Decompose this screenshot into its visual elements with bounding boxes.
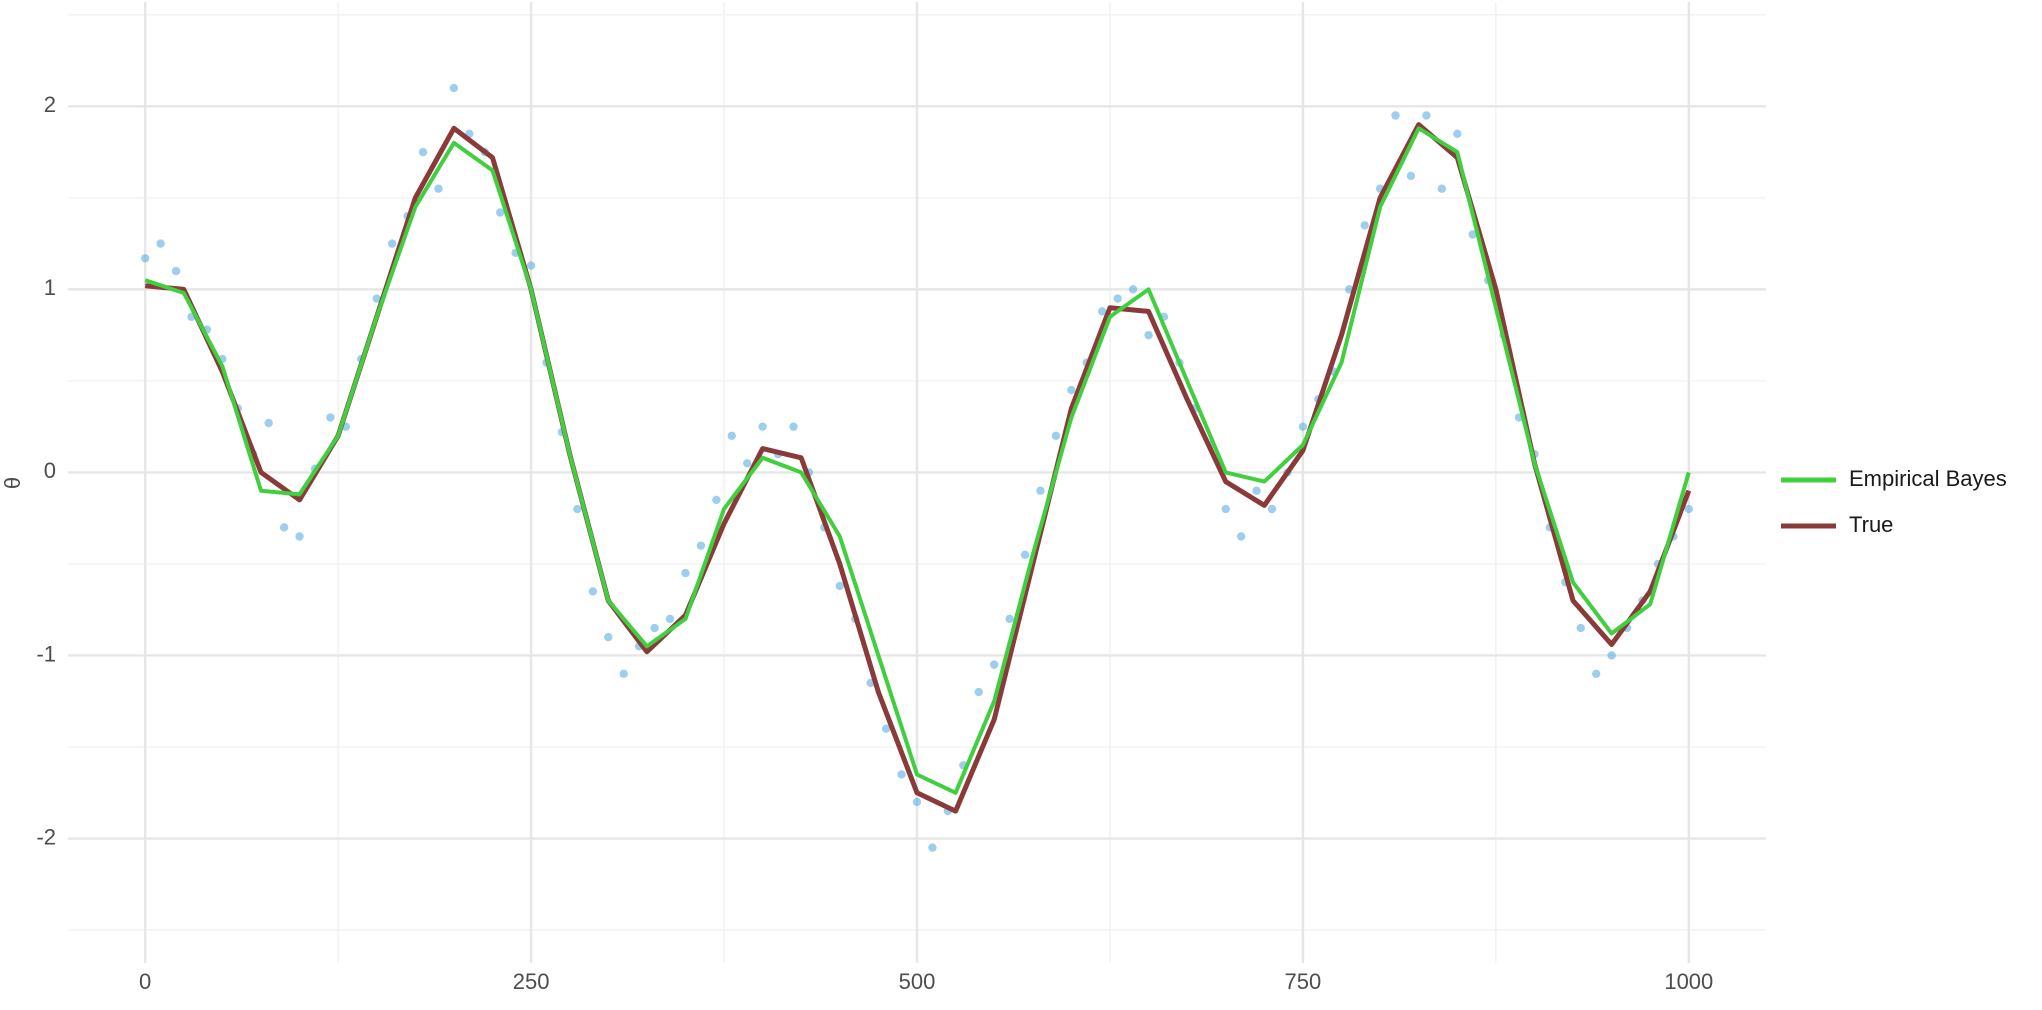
point (835, 581, 845, 591)
x-tick-label: 0 (139, 969, 151, 994)
point (1607, 651, 1616, 660)
point (1113, 294, 1122, 303)
point (279, 523, 289, 532)
point (526, 261, 536, 270)
y-tick-label: -2 (36, 824, 56, 849)
point (912, 797, 922, 807)
point (1576, 623, 1585, 633)
point (604, 632, 613, 642)
point (928, 843, 937, 852)
point (1144, 330, 1153, 340)
point (156, 239, 165, 248)
point (496, 208, 505, 217)
point (1252, 486, 1261, 495)
point (1468, 230, 1477, 239)
point (418, 147, 428, 157)
point (1098, 307, 1107, 316)
y-tick-label: 2 (44, 92, 56, 117)
x-tick-label: 750 (1285, 969, 1322, 994)
point (1592, 669, 1601, 678)
point (727, 431, 736, 441)
point (1267, 504, 1277, 514)
x-tick-label: 500 (899, 969, 936, 994)
point (140, 254, 150, 263)
y-axis-title: θ (0, 477, 25, 489)
point (588, 587, 598, 596)
point (264, 418, 273, 428)
point (1422, 111, 1431, 120)
point (974, 687, 983, 697)
point (989, 660, 999, 669)
point (1051, 431, 1061, 441)
point (897, 770, 906, 779)
point (881, 724, 891, 733)
point (573, 504, 582, 514)
point (326, 413, 335, 422)
point (1360, 221, 1369, 230)
point (1437, 184, 1447, 193)
point (1298, 422, 1308, 431)
point (650, 623, 659, 633)
x-tick-label: 250 (513, 969, 550, 994)
y-tick-label: 1 (44, 275, 56, 300)
point (743, 459, 752, 468)
point (789, 422, 798, 431)
y-tick-label: -1 (36, 641, 56, 666)
point (1067, 385, 1076, 395)
point (1406, 171, 1416, 181)
point (387, 239, 397, 248)
legend-label: Empirical Bayes (1849, 466, 2007, 491)
point (295, 532, 304, 541)
y-tick-label: 0 (44, 458, 56, 483)
point (1036, 486, 1045, 495)
point (665, 614, 675, 624)
point (1236, 532, 1246, 541)
point (696, 541, 706, 550)
point (1020, 550, 1030, 560)
point (1221, 504, 1230, 514)
point (619, 669, 628, 678)
x-tick-label: 1000 (1664, 969, 1713, 994)
point (681, 568, 690, 578)
point (449, 83, 459, 93)
point (171, 266, 181, 276)
point (1128, 285, 1138, 294)
point (1684, 504, 1694, 514)
series-line (144, 126, 1691, 795)
point (712, 495, 721, 505)
point (1391, 111, 1400, 120)
point (758, 422, 767, 431)
point (1453, 129, 1462, 138)
legend-label: True (1849, 512, 1893, 537)
point (372, 294, 381, 303)
point (434, 184, 443, 193)
point (1005, 614, 1014, 624)
